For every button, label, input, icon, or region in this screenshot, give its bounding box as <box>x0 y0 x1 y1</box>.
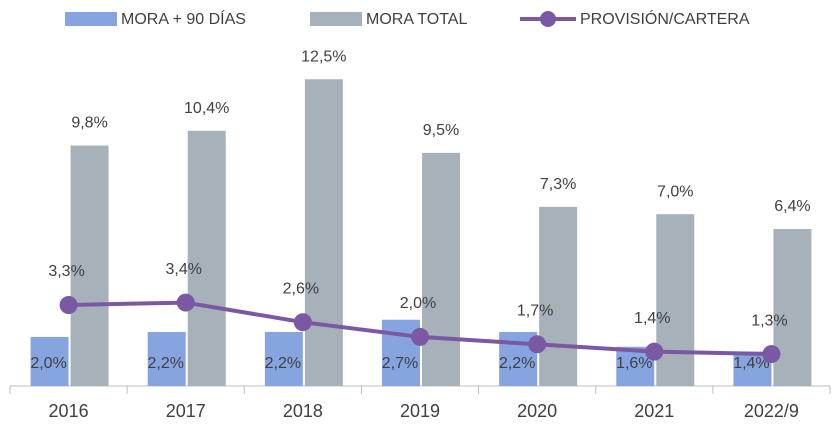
data-label: 1,6% <box>616 355 652 372</box>
bar <box>422 152 460 386</box>
bar <box>70 145 109 386</box>
legend-label: MORA TOTAL <box>366 11 467 28</box>
data-label: 2,2% <box>499 355 535 372</box>
legend-label: PROVISIÓN/CARTERA <box>580 9 750 28</box>
data-label: 12,5% <box>301 48 346 65</box>
bar <box>30 336 69 386</box>
bar <box>539 206 578 386</box>
bar <box>382 319 420 386</box>
data-label: 9,8% <box>71 115 107 132</box>
bar <box>304 79 343 387</box>
legend-marker <box>540 11 556 27</box>
line-marker <box>528 335 547 354</box>
data-label: 1,4% <box>733 355 769 372</box>
legend-swatch <box>65 12 117 26</box>
data-label: 2,0% <box>400 295 436 312</box>
data-label: 9,5% <box>423 122 459 139</box>
x-tick-label: 2021 <box>634 401 674 421</box>
data-label: 2,7% <box>382 355 418 372</box>
data-label: 2,2% <box>147 355 183 372</box>
line-marker <box>59 296 78 315</box>
bar <box>187 130 226 386</box>
x-tick-label: 2017 <box>166 401 206 421</box>
x-tick-label: 2020 <box>517 401 557 421</box>
data-label: 2,0% <box>30 355 66 372</box>
bar <box>656 214 695 386</box>
line-marker <box>293 313 312 332</box>
bar <box>264 332 303 386</box>
x-tick-label: 2019 <box>400 401 440 421</box>
line-marker <box>411 327 429 346</box>
line-marker <box>176 293 195 312</box>
x-tick-label: 2022/9 <box>744 401 799 421</box>
data-label: 2,2% <box>265 355 301 372</box>
legend-label: MORA + 90 DÍAS <box>121 9 246 28</box>
bar <box>147 332 186 386</box>
data-label: 1,3% <box>751 312 787 329</box>
data-label: 3,4% <box>165 261 201 278</box>
legend-swatch <box>310 12 362 26</box>
data-label: 7,0% <box>657 183 693 200</box>
data-label: 7,3% <box>540 176 576 193</box>
x-tick-label: 2018 <box>283 401 323 421</box>
line-marker <box>645 342 664 361</box>
bar <box>773 228 812 386</box>
data-label: 2,6% <box>283 280 319 297</box>
data-label: 6,4% <box>774 198 810 215</box>
line-marker <box>762 345 781 364</box>
data-label: 3,3% <box>48 263 84 280</box>
data-label: 10,4% <box>184 100 229 117</box>
data-label: 1,7% <box>517 303 553 320</box>
x-tick-label: 2016 <box>49 401 89 421</box>
data-label: 1,4% <box>634 310 670 327</box>
